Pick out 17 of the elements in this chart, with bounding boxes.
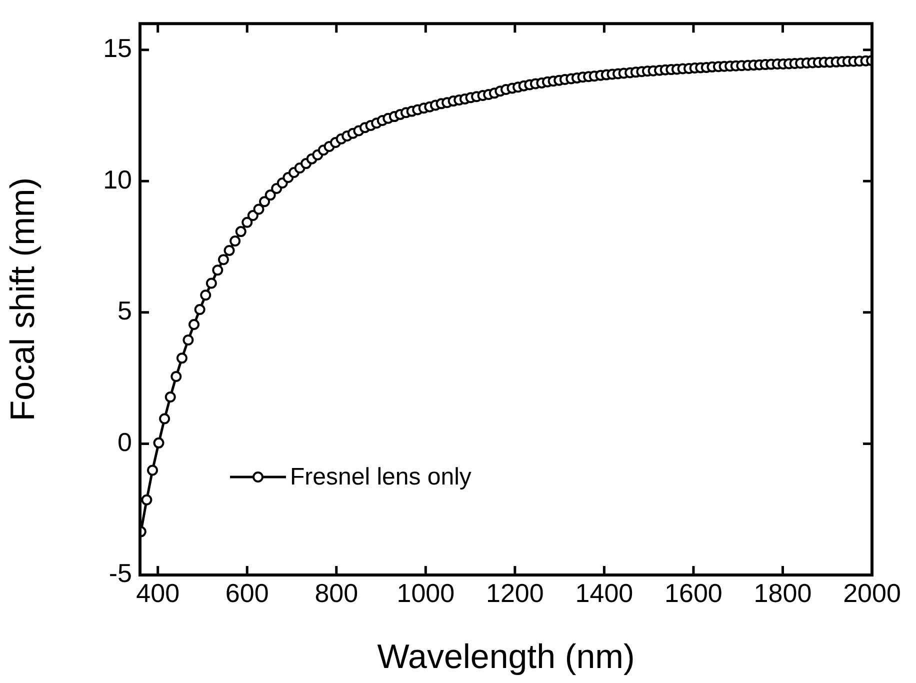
x-tick-label: 1600 xyxy=(664,578,722,608)
x-tick-label: 1800 xyxy=(754,578,812,608)
x-axis-title: Wavelength (nm) xyxy=(377,638,635,676)
x-tick-label: 1000 xyxy=(396,578,455,608)
legend-label: Fresnel lens only xyxy=(290,464,472,491)
y-tick-label: 5 xyxy=(118,296,132,326)
x-tick-label: 1400 xyxy=(575,578,634,608)
y-tick-label: 10 xyxy=(103,164,132,194)
x-tick-label: 600 xyxy=(225,578,269,608)
y-tick-label: 15 xyxy=(103,33,132,64)
x-tick-label: 2000 xyxy=(843,578,901,608)
y-tick-label: -5 xyxy=(108,558,132,588)
x-tick-label: 800 xyxy=(314,578,358,608)
x-tick-label: 1200 xyxy=(486,578,544,608)
y-tick-label: 0 xyxy=(118,426,132,457)
y-axis-title: Focal shift (mm) xyxy=(4,177,42,422)
x-tick-label: 400 xyxy=(136,578,180,608)
